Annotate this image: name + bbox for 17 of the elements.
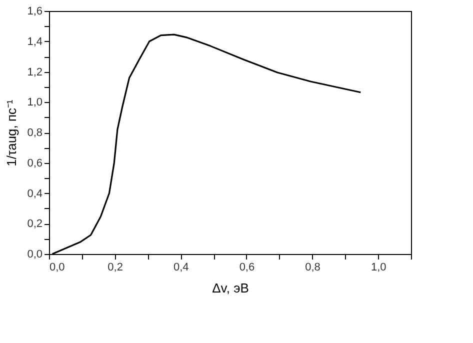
- x-tick-label: 1,0: [370, 262, 386, 274]
- x-tick-label: 0,8: [305, 262, 320, 274]
- y-tick-label: 1,2: [27, 66, 42, 78]
- x-tick-label: 0,6: [239, 262, 255, 274]
- x-tick-label: 0,4: [173, 262, 189, 274]
- y-tick-label: 0,2: [27, 218, 42, 230]
- x-axis-title: Δv, эВ: [212, 280, 249, 296]
- y-tick-label: 0,6: [27, 157, 42, 170]
- y-axis-title: 1/τaug, пс⁻¹: [4, 98, 20, 166]
- y-tick-label: 1,0: [27, 96, 42, 109]
- y-tick-label: 0,4: [27, 188, 42, 200]
- y-tick-label: 1,4: [27, 36, 42, 48]
- x-tick-label: 0,0: [50, 262, 65, 274]
- y-tick-label: 0,8: [27, 127, 42, 139]
- x-tick-label: 0,2: [108, 262, 123, 274]
- y-tick-label: 1,6: [27, 6, 42, 18]
- y-tick-label: 0,0: [27, 248, 42, 260]
